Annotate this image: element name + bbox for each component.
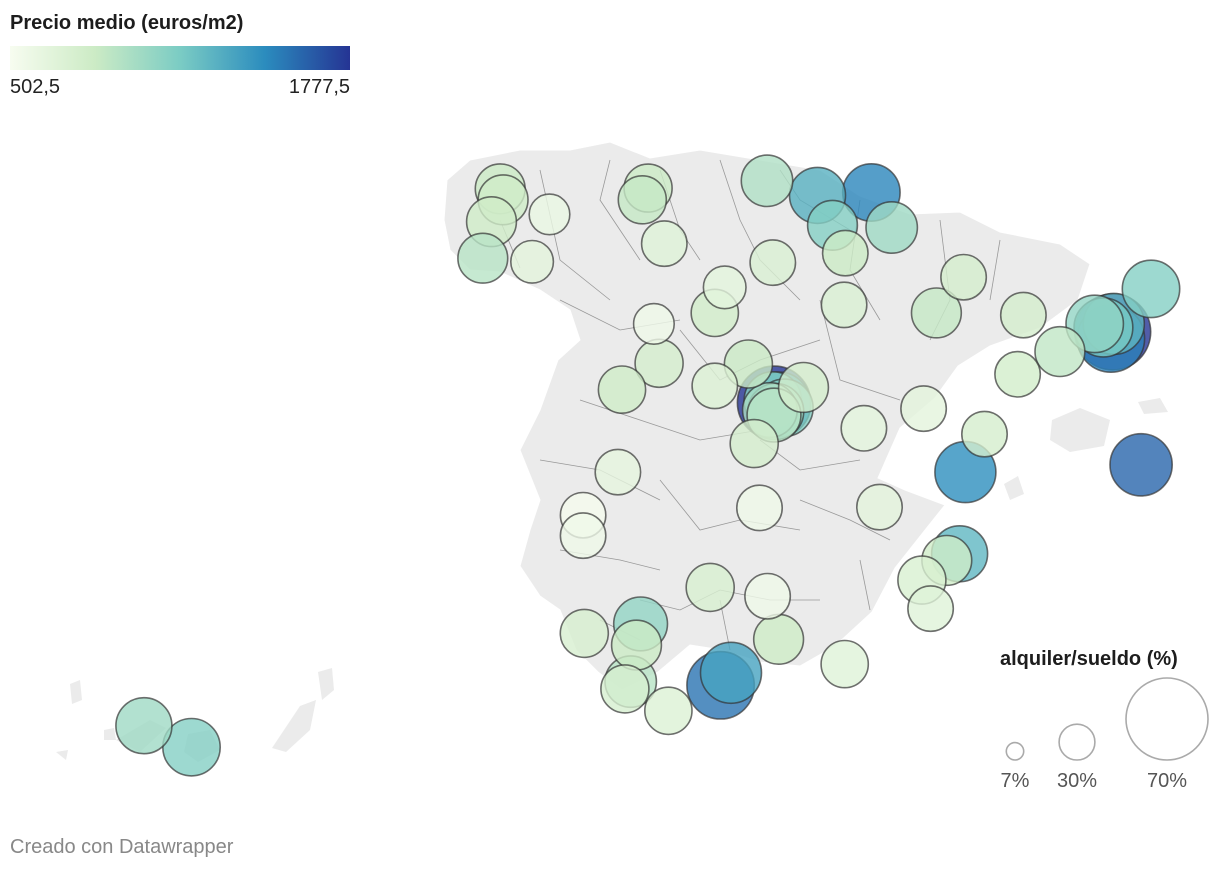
fuerteventura-land	[272, 700, 316, 752]
size-legend-circle	[1005, 741, 1025, 761]
la-gomera-land	[104, 728, 116, 740]
size-legend-label: 7%	[1000, 770, 1030, 792]
province-bubble[interactable]	[699, 641, 763, 705]
size-legend-circle	[1125, 677, 1209, 761]
size-legend-circles	[1005, 677, 1209, 761]
province-bubble[interactable]	[594, 448, 642, 496]
province-bubble[interactable]	[777, 361, 830, 414]
province-bubble[interactable]	[999, 291, 1047, 339]
color-legend-gradient	[10, 46, 350, 70]
el-hierro-land	[56, 750, 68, 760]
province-bubble[interactable]	[610, 619, 663, 671]
size-legend-circle	[1058, 723, 1096, 761]
color-legend-max-label: 1777,5	[288, 76, 350, 98]
mallorca-land	[1050, 408, 1110, 452]
province-bubble[interactable]	[1121, 259, 1181, 319]
province-bubble[interactable]	[820, 639, 870, 689]
lanzarote-land	[318, 668, 334, 700]
province-bubble[interactable]	[740, 154, 794, 208]
province-bubble[interactable]	[691, 362, 739, 410]
color-legend-min-label: 502,5	[10, 76, 61, 98]
province-bubble[interactable]	[855, 483, 903, 531]
province-bubble[interactable]	[994, 350, 1042, 398]
province-bubble[interactable]	[685, 562, 736, 613]
province-bubble[interactable]	[509, 239, 555, 284]
province-bubble[interactable]	[749, 239, 797, 287]
province-bubble[interactable]	[821, 229, 869, 277]
province-bubble[interactable]	[729, 418, 780, 469]
province-bubble[interactable]	[559, 512, 607, 560]
province-bubble[interactable]	[528, 193, 571, 236]
province-bubble[interactable]	[1109, 432, 1174, 497]
province-bubble[interactable]	[644, 686, 693, 736]
province-bubble[interactable]	[632, 302, 676, 346]
province-bubble[interactable]	[702, 265, 747, 310]
size-legend-title: alquiler/sueldo (%)	[1000, 648, 1178, 670]
province-bubble[interactable]	[617, 175, 668, 225]
province-bubble[interactable]	[900, 385, 948, 433]
ibiza-land	[1004, 476, 1024, 500]
bubble-layer	[115, 154, 1181, 777]
province-bubble[interactable]	[840, 404, 888, 452]
province-bubble[interactable]	[865, 201, 919, 255]
province-bubble[interactable]	[559, 608, 610, 659]
province-bubble[interactable]	[597, 365, 647, 415]
province-bubble[interactable]	[940, 253, 988, 301]
province-bubble[interactable]	[735, 484, 783, 532]
province-bubble[interactable]	[640, 220, 688, 268]
province-bubble[interactable]	[910, 287, 963, 339]
province-bubble[interactable]	[752, 613, 805, 665]
province-bubble[interactable]	[723, 339, 774, 389]
province-bubble[interactable]	[457, 232, 509, 284]
province-bubble[interactable]	[115, 696, 173, 755]
province-bubble[interactable]	[600, 664, 650, 714]
province-bubble[interactable]	[744, 572, 792, 620]
province-bubble[interactable]	[907, 585, 955, 633]
credit-line: Creado con Datawrapper	[10, 836, 234, 858]
size-legend-label: 70%	[1146, 770, 1188, 792]
province-bubble[interactable]	[820, 281, 868, 329]
color-legend-title: Precio medio (euros/m2)	[10, 12, 244, 34]
menorca-land	[1138, 398, 1168, 414]
la-palma-land	[70, 680, 82, 704]
size-legend-label: 30%	[1056, 770, 1098, 792]
province-bubble[interactable]	[1034, 325, 1086, 378]
province-bubble[interactable]	[960, 410, 1008, 458]
